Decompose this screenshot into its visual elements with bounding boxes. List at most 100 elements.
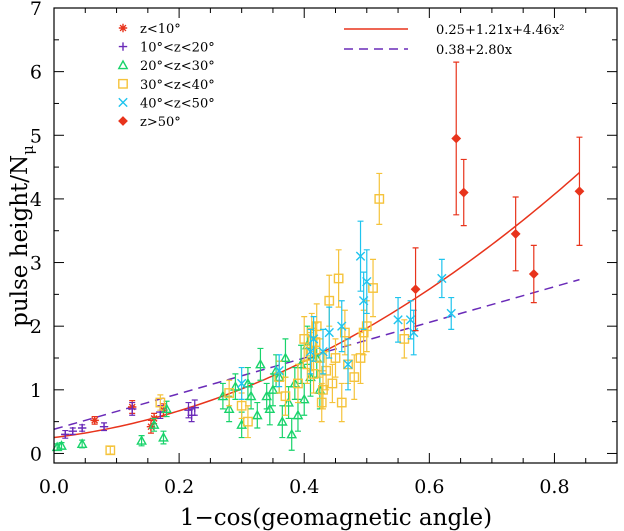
- data-points: [51, 61, 585, 456]
- data-point: [230, 380, 241, 391]
- error-bar: [254, 401, 261, 429]
- y-axis-label: pulse height/Nμ: [7, 145, 37, 327]
- legend-marker: [118, 23, 128, 33]
- data-point: [264, 403, 276, 413]
- data-point: [324, 327, 334, 338]
- y-tick-label: 1: [30, 380, 42, 402]
- data-point: [90, 416, 99, 425]
- error-bar: [329, 363, 336, 404]
- x-tick-label: 0.8: [539, 476, 569, 498]
- data-point: [293, 378, 303, 389]
- error-bar: [323, 351, 330, 391]
- data-point: [298, 393, 310, 404]
- legend-label: 40°<z<50°: [140, 96, 215, 111]
- data-point: [327, 378, 338, 389]
- error-bar: [338, 382, 345, 423]
- error-bar: [332, 338, 339, 378]
- data-point: [267, 384, 279, 394]
- fit-legend: 0.25+1.21x+4.46x² 0.38+2.80x: [344, 23, 565, 58]
- data-point: [305, 371, 316, 382]
- data-point: [321, 365, 332, 376]
- series-2: [61, 399, 199, 439]
- x-axis-label: 1−cos(geomagnetic angle): [180, 505, 492, 531]
- data-point: [361, 321, 372, 332]
- legend-entry: 10°<z<20°: [118, 41, 215, 56]
- error-bar: [244, 405, 251, 439]
- data-point: [236, 378, 247, 389]
- error-bar: [316, 338, 323, 378]
- data-point: [292, 409, 304, 420]
- series-6: [410, 61, 585, 332]
- legend-marker: [118, 116, 128, 126]
- error-bar: [370, 258, 377, 318]
- error-bar: [248, 382, 255, 410]
- error-bar: [318, 382, 325, 423]
- legend-label: z<10°: [140, 22, 181, 37]
- data-point: [302, 359, 313, 370]
- x-tick-label: 0.4: [289, 476, 319, 498]
- legend-entry: z>50°: [118, 115, 181, 130]
- data-point: [99, 422, 109, 431]
- y-axis-label-group: pulse height/Nμ: [7, 145, 37, 327]
- data-point: [243, 416, 253, 427]
- fit-legend-label: 0.38+2.80x: [436, 43, 513, 58]
- data-point: [68, 426, 77, 436]
- data-point: [343, 359, 353, 370]
- data-point: [155, 397, 166, 408]
- data-point: [261, 390, 273, 401]
- error-bar: [294, 363, 301, 404]
- error-bar: [401, 319, 408, 359]
- data-point: [251, 409, 263, 420]
- legend-entry: 40°<z<50°: [118, 96, 215, 111]
- error-bar: [257, 347, 264, 381]
- error-bar: [232, 373, 239, 400]
- data-point: [283, 396, 294, 407]
- data-point: [408, 327, 419, 338]
- data-point: [355, 251, 366, 261]
- data-point: [528, 269, 539, 279]
- data-point: [393, 315, 403, 325]
- y-tick-label: 0: [30, 443, 42, 465]
- legend-marker: [117, 59, 129, 70]
- data-point: [410, 284, 421, 295]
- data-point: [280, 352, 291, 363]
- data-point: [61, 430, 70, 439]
- y-tick-label: 4: [30, 189, 42, 211]
- data-point: [136, 435, 147, 445]
- y-tick-label: 5: [30, 125, 42, 147]
- error-bar: [157, 394, 164, 411]
- legend-marker: [118, 97, 128, 108]
- data-point: [336, 397, 347, 408]
- data-point: [374, 194, 385, 204]
- y-tick-label: 3: [30, 253, 42, 275]
- y-axis-label-subscript: μ: [19, 145, 37, 155]
- error-bar: [376, 172, 383, 225]
- legend-entry: z<10°: [118, 22, 181, 37]
- data-point: [56, 440, 67, 450]
- error-bar: [282, 376, 289, 416]
- data-point: [245, 390, 257, 401]
- data-point: [574, 186, 585, 197]
- data-point: [276, 415, 288, 426]
- error-bar: [313, 303, 320, 350]
- data-point: [190, 403, 199, 412]
- x-tick-label: 0.0: [39, 476, 69, 498]
- data-point: [451, 133, 462, 144]
- error-bar: [226, 379, 233, 407]
- data-point: [510, 229, 521, 239]
- y-tick-label: 2: [30, 316, 42, 338]
- data-point: [368, 283, 378, 293]
- legend-entry: 30°<z<40°: [118, 78, 215, 93]
- error-bar: [341, 309, 348, 356]
- data-point: [318, 346, 328, 357]
- error-bar: [304, 344, 311, 385]
- data-point: [224, 388, 235, 398]
- data-point: [223, 403, 235, 413]
- data-point: [161, 403, 172, 413]
- data-point: [311, 321, 322, 332]
- legend-entry: 20°<z<30°: [117, 59, 215, 74]
- data-point: [333, 273, 344, 284]
- error-bar: [301, 316, 308, 362]
- data-point: [274, 366, 284, 376]
